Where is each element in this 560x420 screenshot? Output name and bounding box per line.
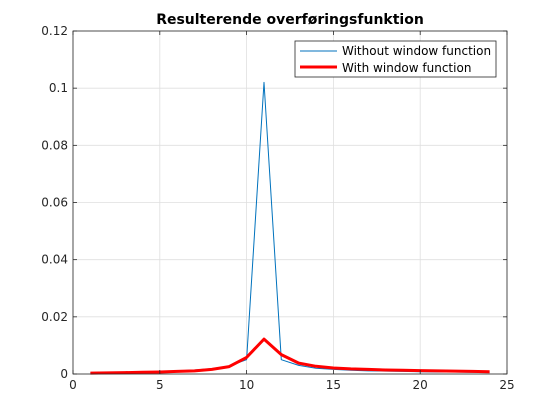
y-tick-label: 0.1 xyxy=(49,81,68,95)
chart-title: Resulterende overføringsfunktion xyxy=(156,12,424,28)
legend-box xyxy=(294,40,497,78)
series-line-with-window xyxy=(90,337,490,375)
y-tick-label: 0 xyxy=(60,367,68,381)
y-tick-label: 0.06 xyxy=(41,196,68,210)
legend-label-with-window: With window function xyxy=(342,61,471,75)
y-axis: 0 0.02 0.04 0.06 0.08 0.1 0.12 xyxy=(41,24,507,381)
x-tick-label: 25 xyxy=(499,378,514,392)
x-tick-label: 5 xyxy=(156,378,164,392)
y-tick-label: 0.04 xyxy=(41,253,68,267)
grid-lines xyxy=(72,30,508,375)
legend-label-without-window: Without window function xyxy=(342,44,491,58)
y-tick-label: 0.08 xyxy=(41,138,68,152)
x-axis: 0 5 10 15 20 25 xyxy=(69,31,515,392)
x-tick-label: 10 xyxy=(239,378,254,392)
y-tick-label: 0.12 xyxy=(41,24,68,38)
x-tick-label: 0 xyxy=(69,378,77,392)
series-layer xyxy=(90,81,490,375)
y-tick-label: 0.02 xyxy=(41,310,68,324)
legend: Without window function With window func… xyxy=(294,40,497,78)
x-tick-label: 15 xyxy=(326,378,341,392)
x-tick-label: 20 xyxy=(413,378,428,392)
